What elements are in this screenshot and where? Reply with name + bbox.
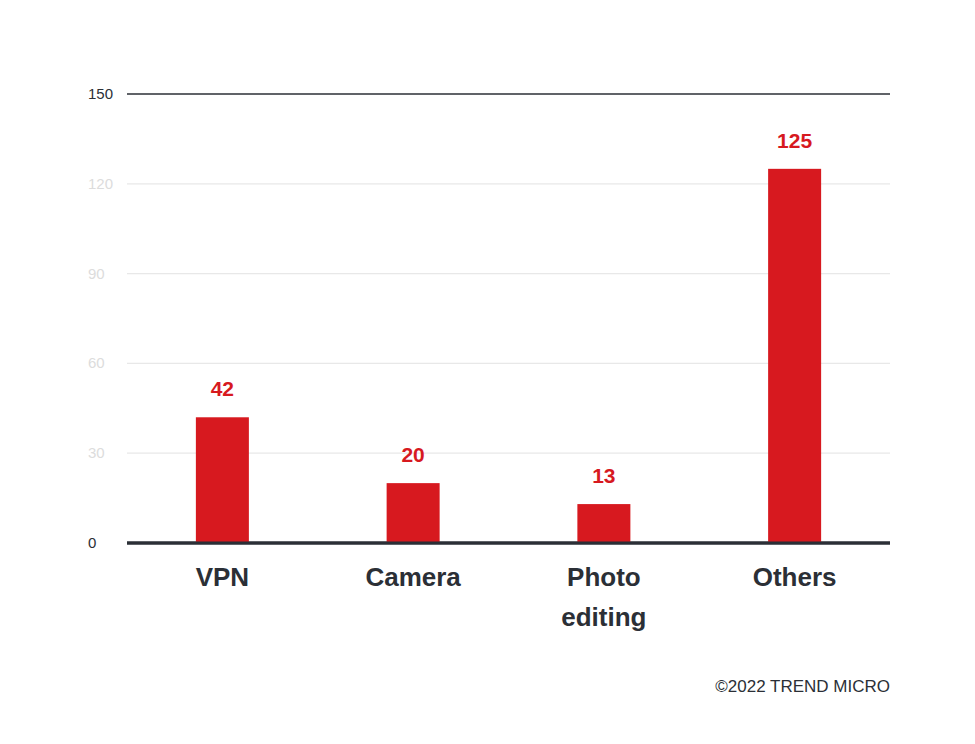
category-label-line: Others [753, 562, 837, 592]
grid-line [127, 542, 890, 545]
tick-label: 120 [88, 175, 113, 192]
category-label-line: Photo [567, 562, 641, 592]
tick-label: 0 [88, 534, 96, 551]
category-label-line: editing [561, 602, 646, 632]
data-label: 42 [211, 377, 234, 400]
chart: 0 30 60 90 120 150 42 20 13 125 VPN Camera Photo edit… [0, 0, 975, 744]
data-label: 125 [777, 129, 812, 152]
tick-label: 60 [88, 354, 105, 371]
bar [387, 483, 440, 543]
tick-label: 30 [88, 444, 105, 461]
grid-line [127, 93, 890, 95]
data-label: 13 [592, 464, 615, 487]
bar [577, 504, 630, 543]
category-label-line: Camera [365, 562, 461, 592]
category-label-line: VPN [196, 562, 249, 592]
annotation: ©2022 TREND MICRO [715, 677, 890, 696]
tick-label: 90 [88, 265, 105, 282]
data-label: 20 [401, 443, 424, 466]
bar [196, 417, 249, 543]
axis-line [127, 542, 890, 545]
category-label: Photo editing [561, 562, 646, 632]
tick-label: 150 [88, 85, 113, 102]
category-label: Others [753, 562, 837, 592]
category-label: Camera [365, 562, 461, 592]
bars [196, 169, 821, 543]
bar [768, 169, 821, 543]
category-label: VPN [196, 562, 249, 592]
